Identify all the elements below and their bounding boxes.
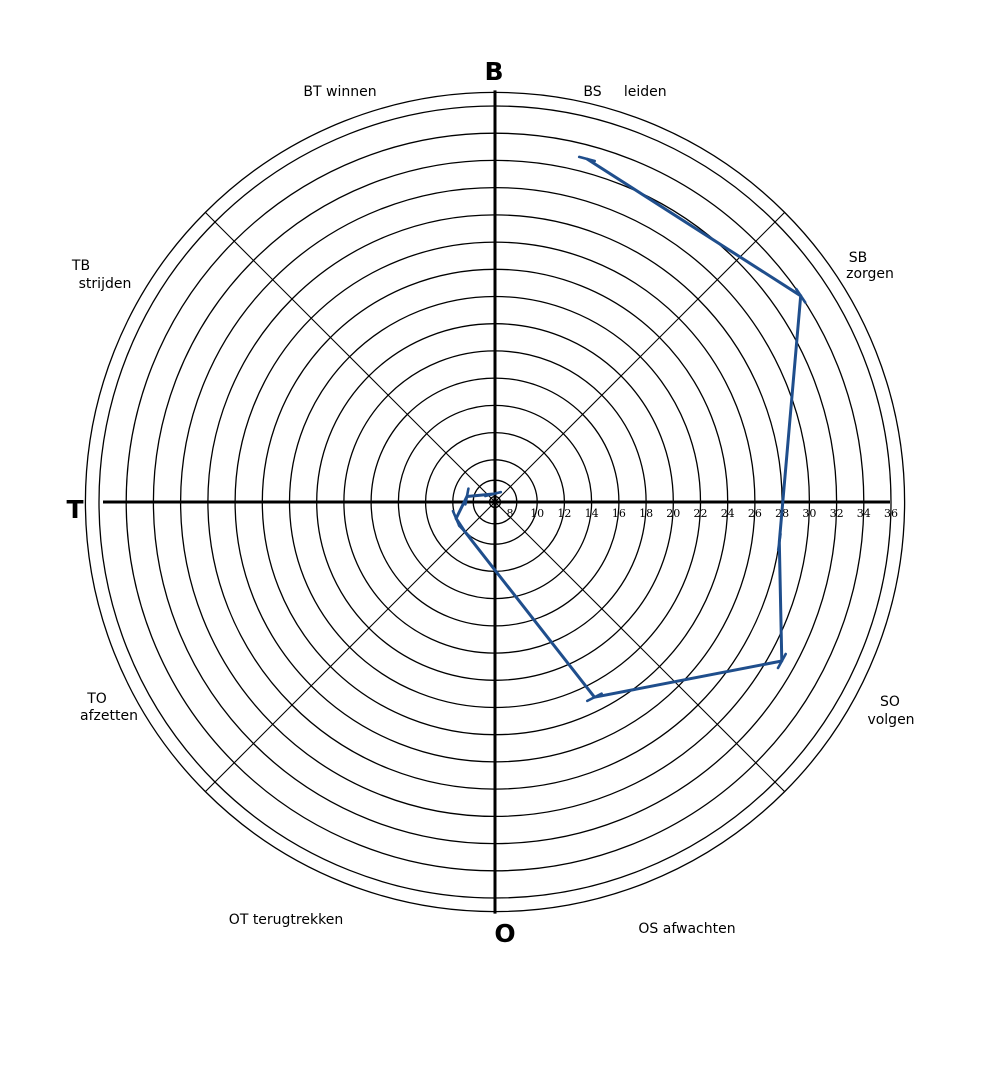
data-point-4	[585, 692, 603, 703]
tick-label-30: 30	[802, 507, 816, 520]
octant-label-to-line2: afzetten	[80, 708, 138, 724]
data-point-1	[794, 287, 807, 304]
chart-axes	[103, 90, 890, 914]
octant-label-sb: SB zorgen	[846, 250, 894, 282]
data-point-8	[483, 490, 503, 498]
octant-label-ot: OT terugtrekken	[229, 912, 343, 928]
data-point-6	[451, 509, 461, 528]
tick-label-10: 10	[530, 507, 544, 520]
octant-label-os-line1: OS afwachten	[638, 921, 735, 937]
pole-label-bottom: O	[494, 919, 515, 948]
octant-label-so: SO volgen	[867, 694, 914, 728]
octant-label-so-line1: SO	[880, 694, 900, 710]
tick-label-34: 34	[857, 507, 871, 520]
octant-label-tb-line1: TB	[71, 258, 90, 274]
data-point-0	[577, 155, 597, 163]
tick-label-12: 12	[557, 507, 571, 520]
tick-label-26: 26	[748, 507, 762, 520]
tick-labels: 8 10 12 14 16 18 20 22 24 26 28 30 32 34 36	[507, 507, 899, 520]
tick-label-20: 20	[666, 507, 680, 520]
octant-label-tb-line2: strijden	[79, 276, 132, 292]
octant-label-so-line2: volgen	[867, 712, 914, 728]
octant-label-tb: TB strijden	[71, 258, 131, 292]
octant-label-to-line1: TO	[86, 691, 107, 707]
octant-label-bt: BT winnen	[303, 84, 376, 100]
data-point-2	[776, 532, 782, 552]
tick-label-16: 16	[612, 507, 626, 520]
tick-label-22: 22	[694, 507, 708, 520]
tick-label-14: 14	[585, 507, 599, 520]
tick-label-24: 24	[721, 507, 735, 520]
octant-label-ot-line1: OT terugtrekken	[229, 912, 343, 928]
tick-label-8: 8	[507, 507, 514, 520]
pole-label-left: T	[66, 495, 83, 524]
tick-label-36: 36	[884, 507, 898, 520]
data-point-3	[776, 652, 788, 670]
data-point-5	[457, 524, 472, 539]
octant-label-bs-line1: BS leiden	[583, 84, 666, 100]
series-line-0	[454, 157, 803, 699]
octant-label-os: OS afwachten	[638, 921, 735, 937]
pole-label-top: B	[484, 57, 503, 86]
octant-label-bs: BS leiden	[583, 84, 666, 100]
tick-label-18: 18	[639, 507, 653, 520]
octant-label-sb-line2: zorgen	[846, 266, 894, 282]
octant-label-sb-line1: SB	[849, 250, 868, 266]
tick-label-32: 32	[830, 507, 844, 520]
data-point-7	[464, 487, 470, 506]
octant-label-bt-line1: BT winnen	[303, 84, 376, 100]
octant-label-to: TO afzetten	[80, 691, 138, 724]
series-group	[451, 155, 807, 703]
